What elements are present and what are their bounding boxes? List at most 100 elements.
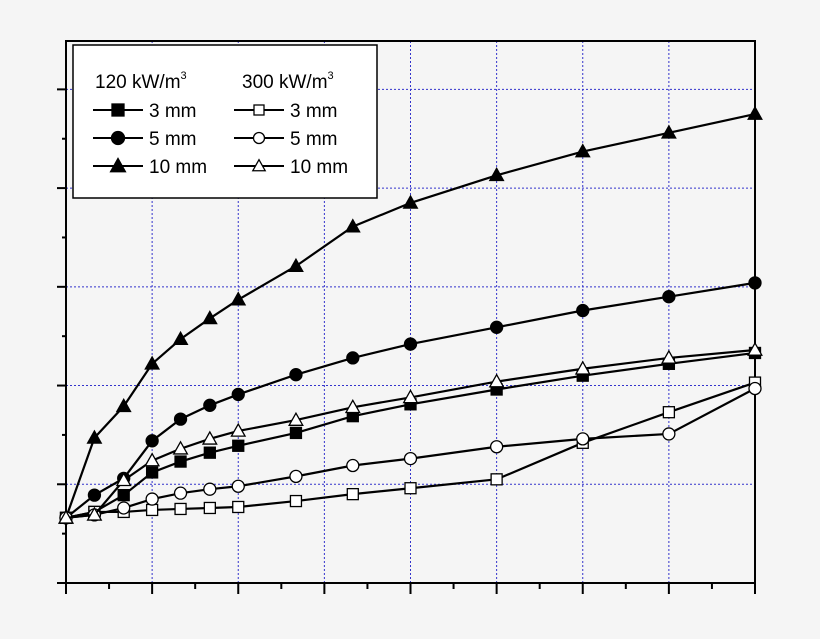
data-point-circle (748, 276, 762, 290)
data-point-triangle (747, 105, 763, 120)
data-point-circle (289, 469, 303, 484)
data-point-circle (203, 482, 217, 496)
legend-label: 3 mm (149, 101, 197, 122)
data-point-circle (173, 412, 188, 426)
data-point-square (289, 494, 303, 508)
series-120-5-mm (59, 276, 762, 525)
legend-group-superscript: 3 (328, 70, 334, 82)
legend-item: 5 mm (234, 129, 338, 150)
data-point-square (404, 482, 417, 495)
data-point-circle (403, 337, 418, 351)
data-point-square (203, 501, 216, 515)
data-point-square (174, 502, 187, 516)
data-point-circle (87, 488, 102, 502)
legend-marker-square (253, 104, 265, 116)
data-point-circle (231, 479, 245, 493)
data-point-circle (231, 387, 245, 402)
legend-group-label: 300 kW/m (242, 72, 328, 93)
data-point-square (145, 466, 159, 479)
data-point-triangle (115, 398, 132, 413)
legend-box (72, 44, 378, 199)
data-point-square (203, 446, 216, 459)
data-point-triangle (288, 257, 304, 272)
legend-group-title: 120 kW/m3 (95, 70, 187, 93)
data-point-circle (346, 458, 360, 473)
data-point-triangle (288, 411, 304, 426)
legend-marker-circle (252, 131, 266, 145)
legend-item: 5 mm (93, 129, 197, 150)
data-point-triangle (402, 389, 419, 404)
data-point-triangle (660, 124, 677, 139)
data-point-circle (662, 290, 676, 304)
data-point-circle (662, 427, 676, 441)
data-point-triangle (660, 349, 677, 364)
legend-group-label: 120 kW/m (95, 72, 181, 93)
data-point-square (289, 426, 303, 440)
data-point-triangle (172, 440, 189, 455)
data-point-circle (489, 440, 504, 454)
data-point-triangle (201, 310, 218, 325)
data-point-triangle (86, 429, 103, 444)
data-point-circle (145, 434, 159, 448)
data-point-square (232, 439, 245, 452)
legend-label: 3 mm (290, 101, 338, 122)
data-point-circle (346, 351, 360, 365)
legend-marker-square (111, 103, 125, 117)
legend-label: 5 mm (290, 129, 338, 150)
legend-item: 10 mm (234, 157, 348, 178)
legend-marker-triangle (251, 158, 267, 172)
data-point-triangle (86, 506, 103, 521)
data-point-triangle (144, 452, 161, 467)
data-point-triangle (144, 355, 161, 370)
data-point-triangle (488, 373, 505, 388)
data-point-square (145, 503, 159, 517)
legend-item: 10 mm (93, 157, 207, 178)
series-line (65, 348, 756, 519)
data-point-square (232, 500, 245, 514)
data-point-circle (489, 320, 504, 334)
data-point-triangle (344, 399, 361, 414)
legend-group-title: 300 kW/m3 (242, 70, 334, 93)
data-point-square (174, 455, 187, 468)
data-point-circle (117, 501, 131, 515)
data-point-triangle (172, 330, 189, 345)
data-point-triangle (58, 509, 74, 524)
legend-group-superscript: 3 (181, 70, 187, 82)
legend-label: 10 mm (290, 157, 348, 178)
data-point-square (117, 488, 130, 502)
data-point-triangle (488, 167, 505, 182)
data-point-triangle (201, 430, 218, 445)
legend-item: 3 mm (234, 101, 338, 122)
data-point-square (346, 487, 359, 501)
series-300-5-mm (59, 381, 762, 525)
series-120-10-mm (58, 105, 763, 524)
data-point-circle (289, 368, 303, 382)
data-point-triangle (574, 143, 591, 158)
data-point-circle (145, 492, 159, 506)
data-point-circle (748, 381, 762, 396)
data-point-triangle (747, 341, 763, 356)
series-300-10-mm (58, 341, 763, 524)
data-point-triangle (230, 422, 247, 437)
data-point-triangle (115, 472, 132, 487)
data-point-square (490, 473, 503, 486)
data-point-triangle (344, 218, 361, 233)
data-point-circle (576, 432, 590, 446)
data-point-triangle (230, 291, 247, 306)
data-point-triangle (402, 194, 419, 209)
data-point-circle (576, 303, 590, 318)
legend-marker-triangle (109, 157, 127, 173)
data-point-circle (203, 398, 217, 412)
legend-item: 3 mm (93, 101, 197, 122)
legend-label: 10 mm (149, 157, 207, 178)
data-point-circle (403, 451, 418, 466)
series-line (64, 112, 756, 519)
data-point-circle (173, 486, 188, 500)
legend-marker-circle (110, 130, 126, 146)
data-point-square (662, 406, 676, 419)
data-point-triangle (574, 360, 591, 375)
series-line (65, 281, 756, 519)
